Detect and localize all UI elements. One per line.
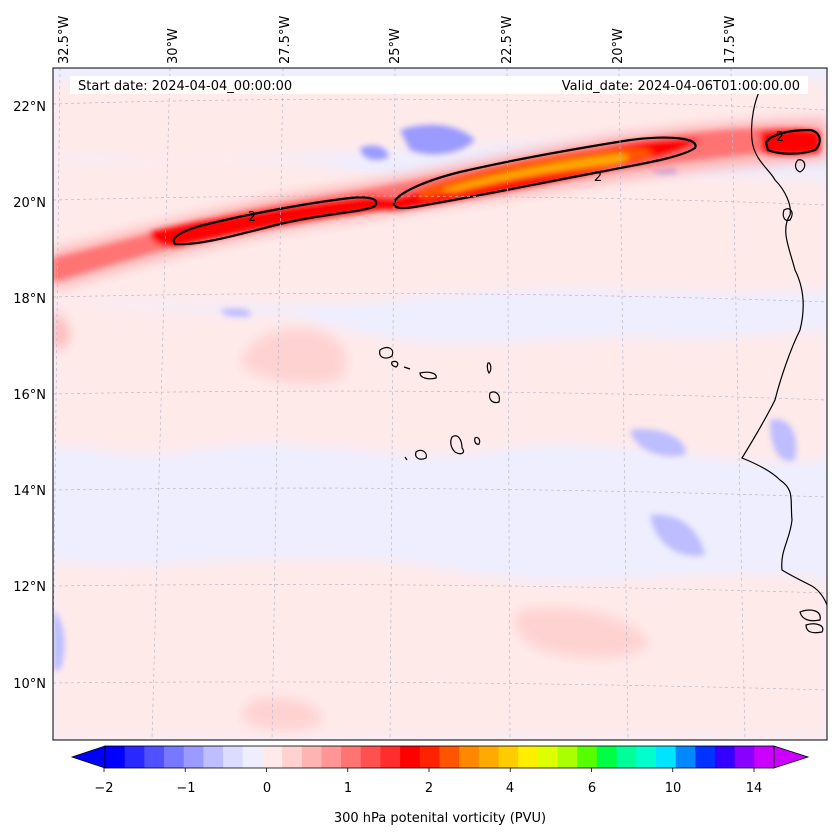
longitude-labels: 32.5°W 30°W 27.5°W 25°W 22.5°W 20°W 17.5… bbox=[57, 16, 738, 64]
colorbar-tick-label: 1 bbox=[344, 781, 352, 796]
colorbar-swatch bbox=[754, 746, 775, 768]
colorbar: −2 −1 0 1 2 4 6 10 14 300 hPa potenital … bbox=[70, 745, 810, 826]
colorbar-frame bbox=[104, 745, 775, 769]
pv-field: 2 2 2 Start date: 2024-04-04_00:00:00 Va… bbox=[53, 68, 827, 740]
cape-verde-islands bbox=[379, 346, 500, 461]
colorbar-swatch bbox=[380, 746, 401, 768]
colorbar-swatch bbox=[262, 746, 283, 768]
lon-tick-label: 20°W bbox=[611, 28, 626, 64]
colorbar-swatch bbox=[596, 746, 618, 768]
colorbar-swatch bbox=[124, 746, 145, 768]
colorbar-swatch bbox=[282, 746, 303, 768]
coastline bbox=[741, 89, 827, 634]
contour-label: 2 bbox=[776, 130, 784, 145]
lat-tick-label: 18°N bbox=[13, 292, 46, 307]
colorbar-tick-label: 0 bbox=[263, 781, 271, 796]
colorbar-swatch bbox=[242, 746, 263, 768]
colorbar-tick-label: −2 bbox=[94, 781, 113, 796]
pv-contour-central bbox=[392, 136, 697, 210]
colorbar-swatch bbox=[557, 746, 578, 768]
start-date-label: Start date: 2024-04-04_00:00:00 bbox=[78, 79, 292, 94]
gridlines bbox=[53, 68, 827, 740]
colorbar-tick-label: 14 bbox=[746, 781, 763, 796]
colorbar-tick-label: 2 bbox=[425, 781, 433, 796]
colorbar-swatches bbox=[105, 746, 775, 768]
colorbar-tick-label: −1 bbox=[176, 781, 195, 796]
colorbar-swatch bbox=[321, 746, 342, 768]
lon-tick-label: 17.5°W bbox=[723, 16, 738, 64]
colorbar-swatch bbox=[301, 746, 322, 768]
lat-tick-label: 16°N bbox=[13, 388, 46, 403]
lat-tick-label: 14°N bbox=[13, 484, 46, 499]
latitude-labels: 22°N 20°N 18°N 16°N 14°N 12°N 10°N bbox=[13, 100, 46, 692]
colorbar-swatch bbox=[714, 746, 736, 768]
colorbar-swatch bbox=[616, 746, 637, 768]
lon-tick-label: 27.5°W bbox=[278, 16, 293, 64]
colorbar-swatch bbox=[203, 746, 224, 768]
lat-tick-label: 22°N bbox=[13, 100, 46, 115]
contour-label: 2 bbox=[594, 170, 602, 185]
lon-tick-label: 30°W bbox=[166, 28, 181, 64]
colorbar-swatch bbox=[341, 746, 362, 768]
colorbar-tick-label: 4 bbox=[506, 781, 514, 796]
colorbar-swatch bbox=[400, 746, 421, 768]
colorbar-swatch bbox=[695, 746, 716, 768]
pv-contour-west bbox=[172, 196, 378, 246]
colorbar-min-arrow bbox=[70, 745, 106, 769]
contour-label: 2 bbox=[248, 210, 256, 225]
colorbar-swatch bbox=[636, 746, 657, 768]
colorbar-swatch bbox=[655, 746, 677, 768]
colorbar-swatch bbox=[537, 746, 559, 768]
colorbar-swatch bbox=[577, 746, 598, 768]
colorbar-swatch bbox=[360, 746, 381, 768]
colorbar-swatch bbox=[164, 746, 185, 768]
colorbar-tick-label: 6 bbox=[588, 781, 596, 796]
valid-date-label: Valid_date: 2024-04-06T01:00:00.00 bbox=[562, 79, 800, 94]
map-panel: 2 2 2 Start date: 2024-04-04_00:00:00 Va… bbox=[52, 67, 828, 741]
colorbar-ticks bbox=[103, 768, 755, 772]
colorbar-swatch bbox=[459, 746, 480, 768]
colorbar-swatch bbox=[734, 746, 755, 768]
colorbar-swatch bbox=[105, 746, 126, 768]
colorbar-swatch bbox=[675, 746, 696, 768]
colorbar-tick-label: 10 bbox=[665, 781, 682, 796]
colorbar-max-arrow bbox=[773, 745, 810, 769]
colorbar-swatch bbox=[518, 746, 539, 768]
lat-tick-label: 12°N bbox=[13, 580, 46, 595]
colorbar-swatch bbox=[498, 746, 519, 768]
colorbar-swatch bbox=[478, 746, 500, 768]
colorbar-swatch bbox=[183, 746, 204, 768]
colorbar-swatch bbox=[144, 746, 165, 768]
date-banner bbox=[70, 76, 808, 94]
colorbar-title: 300 hPa potenital vorticity (PVU) bbox=[334, 811, 546, 826]
pv-contour-east bbox=[764, 128, 821, 155]
lon-tick-label: 32.5°W bbox=[57, 16, 72, 64]
colorbar-swatch bbox=[223, 746, 244, 768]
colorbar-swatch bbox=[439, 746, 460, 768]
map-frame bbox=[52, 67, 828, 741]
lon-tick-label: 25°W bbox=[388, 28, 403, 64]
lat-tick-label: 10°N bbox=[13, 677, 46, 692]
lon-tick-label: 22.5°W bbox=[500, 16, 515, 64]
lat-tick-label: 20°N bbox=[13, 196, 46, 211]
colorbar-swatch bbox=[419, 746, 440, 768]
